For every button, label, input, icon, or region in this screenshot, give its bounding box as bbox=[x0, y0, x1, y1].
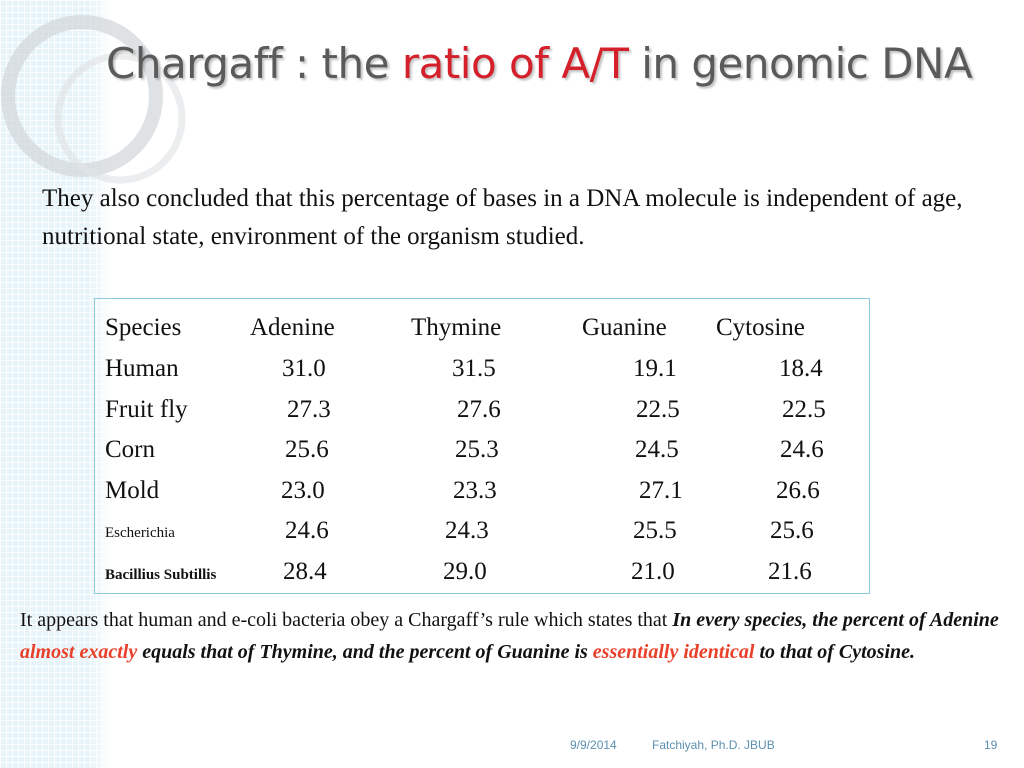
emphasis-essentially-identical: essentially identical bbox=[592, 641, 755, 663]
decorative-rings bbox=[1, 15, 186, 184]
value-cell: 25.6 bbox=[285, 436, 329, 463]
value-cell: 27.3 bbox=[287, 396, 331, 423]
value-cell: 21.6 bbox=[768, 558, 812, 585]
title-highlight: ratio of A/T bbox=[401, 39, 629, 88]
species-cell: Bacillius Subtillis bbox=[105, 567, 217, 583]
value-cell: 19.1 bbox=[633, 355, 677, 382]
value-cell: 25.5 bbox=[633, 517, 677, 544]
value-cell: 26.6 bbox=[776, 477, 820, 504]
value-cell: 25.3 bbox=[455, 436, 499, 463]
slide-title: Chargaff : the ratio of A/T in genomic D… bbox=[106, 38, 1006, 90]
value-cell: 24.6 bbox=[285, 517, 329, 544]
chargaff-rule-statement: In every species, the percent of Adenine… bbox=[20, 609, 999, 663]
footer-author: Fatchiyah, Ph.D. JBUB bbox=[652, 738, 775, 752]
header-guanine: Guanine bbox=[582, 314, 667, 341]
conclusion-part-1: It appears that human and e-coli bacteri… bbox=[20, 609, 673, 631]
value-cell: 22.5 bbox=[636, 396, 680, 423]
base-composition-table: Species Adenine Thymine Guanine Cytosine… bbox=[94, 298, 870, 594]
title-part-1: Chargaff : the bbox=[106, 39, 402, 88]
emphasis-almost-exactly: almost exactly bbox=[20, 641, 138, 663]
value-cell: 18.4 bbox=[779, 355, 823, 382]
value-cell: 23.0 bbox=[281, 477, 325, 504]
conclusion-part-6: to that of Cytosine. bbox=[754, 641, 916, 663]
value-cell: 24.5 bbox=[635, 436, 679, 463]
footer-date: 9/9/2014 bbox=[570, 738, 617, 752]
value-cell: 23.3 bbox=[453, 477, 497, 504]
value-cell: 21.0 bbox=[631, 558, 675, 585]
footer-page-number: 19 bbox=[984, 738, 998, 752]
value-cell: 25.6 bbox=[770, 517, 814, 544]
value-cell: 29.0 bbox=[443, 558, 487, 585]
conclusion-part-4: equals that of Thymine, and the percent … bbox=[137, 641, 593, 663]
species-cell: Human bbox=[105, 355, 179, 382]
header-cytosine: Cytosine bbox=[716, 314, 805, 341]
conclusion-text: It appears that human and e-coli bacteri… bbox=[20, 604, 1005, 668]
value-cell: 27.6 bbox=[457, 396, 501, 423]
value-cell: 31.5 bbox=[452, 355, 496, 382]
title-part-3: in genomic DNA bbox=[628, 39, 973, 88]
species-cell: Escherichia bbox=[105, 525, 175, 541]
header-adenine: Adenine bbox=[250, 314, 335, 341]
header-thymine: Thymine bbox=[411, 314, 502, 341]
species-cell: Mold bbox=[105, 477, 160, 504]
value-cell: 28.4 bbox=[283, 558, 327, 585]
species-cell: Corn bbox=[105, 436, 155, 463]
conclusion-part-2: In every species, the percent of Adenine bbox=[672, 609, 999, 631]
header-species: Species bbox=[105, 314, 182, 341]
value-cell: 24.6 bbox=[780, 436, 824, 463]
value-cell: 24.3 bbox=[445, 517, 489, 544]
value-cell: 22.5 bbox=[782, 396, 826, 423]
value-cell: 27.1 bbox=[639, 477, 683, 504]
intro-text: They also concluded that this percentage… bbox=[42, 185, 963, 250]
species-cell: Fruit fly bbox=[105, 396, 188, 423]
value-cell: 31.0 bbox=[282, 355, 326, 382]
